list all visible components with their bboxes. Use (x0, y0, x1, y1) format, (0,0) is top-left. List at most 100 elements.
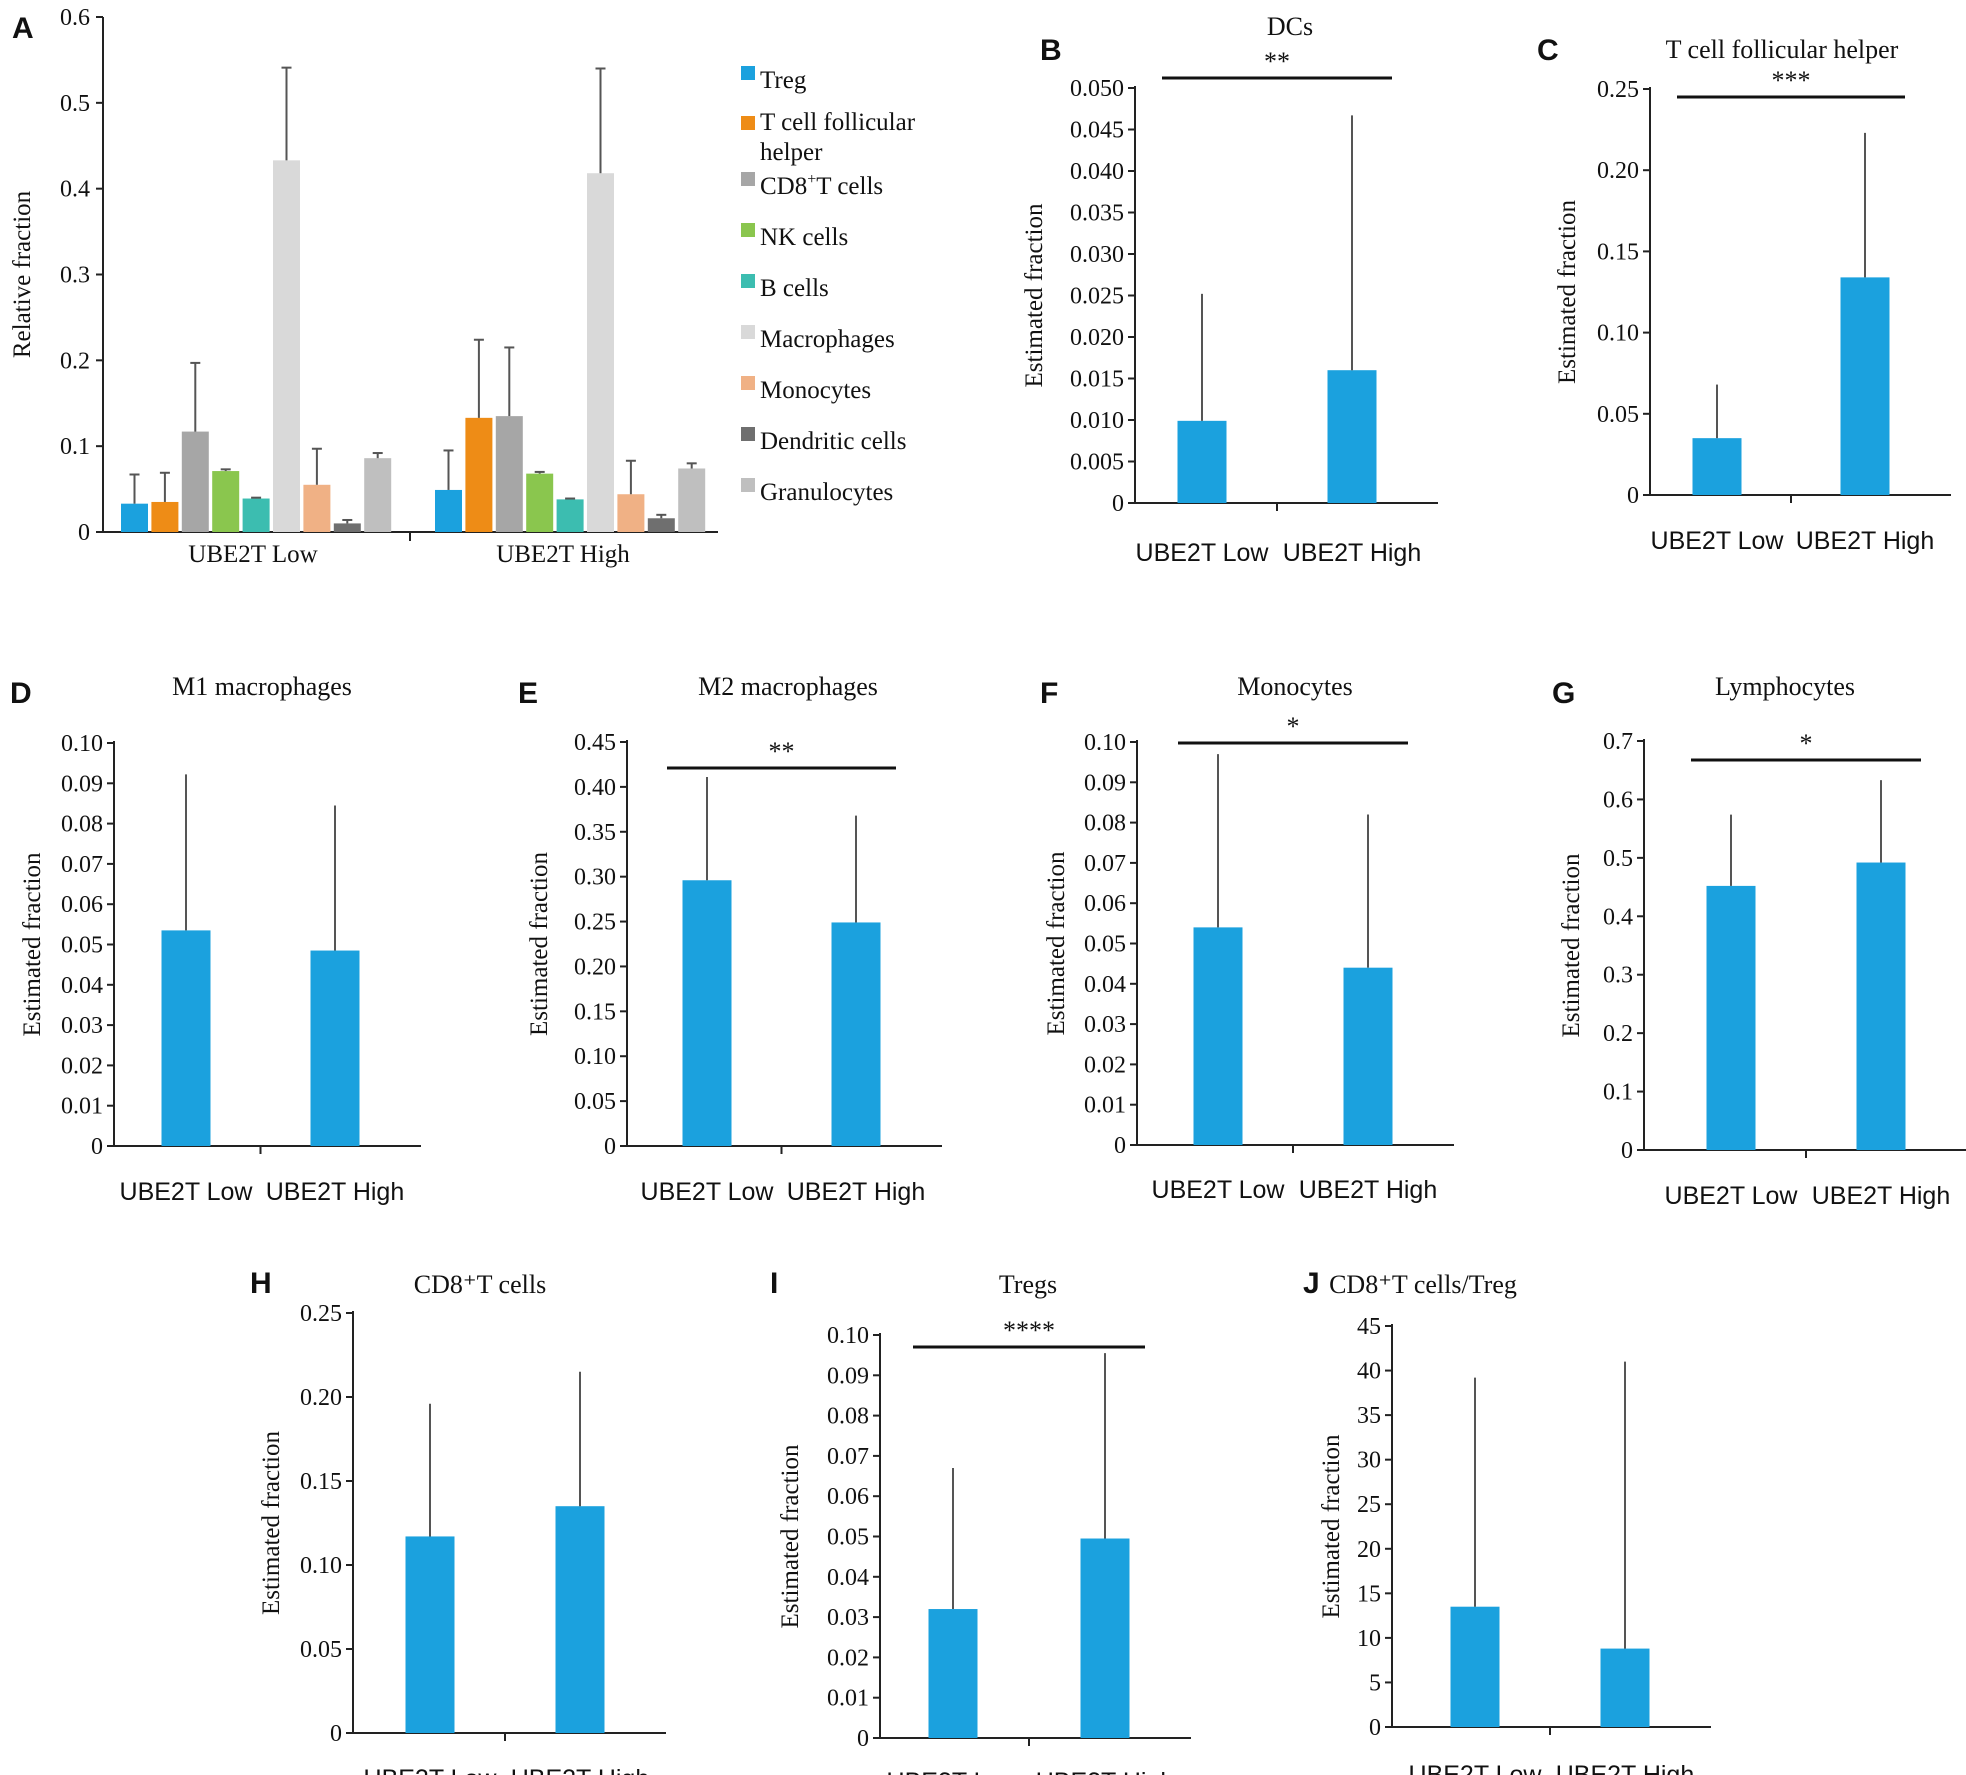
category-label: UBE2T Low (1409, 1761, 1543, 1775)
y-tick-label: 0.04 (61, 973, 103, 999)
y-tick-label: 25 (1357, 1492, 1381, 1518)
y-axis-label: Estimated fraction (1558, 853, 1585, 1037)
y-tick-label: 0.10 (300, 1553, 342, 1579)
legend-label: helper (760, 139, 823, 166)
bar-nk-cells (212, 471, 240, 532)
panel-letter: G (1552, 677, 1575, 710)
y-tick-label: 0.05 (300, 1637, 342, 1663)
y-tick-label: 0.2 (60, 348, 90, 374)
y-tick-label: 0.6 (1603, 787, 1633, 813)
y-tick-label: 0.20 (300, 1385, 342, 1411)
bar-ube2t-high (555, 1506, 605, 1733)
panel-C: C T cell follicular helper Estimated fract… (1537, 34, 1951, 555)
y-axis-label: Estimated fraction (1043, 851, 1070, 1035)
y-tick-label: 5 (1369, 1670, 1381, 1696)
y-tick-label: 0.1 (60, 434, 90, 460)
y-axis-label: Estimated fraction (1318, 1434, 1345, 1618)
y-tick-label: 0.07 (61, 852, 103, 878)
panel-I: I Tregs Estimated fraction 0 0.01 0.02 0.03 0.0… (770, 1267, 1191, 1775)
y-tick-label: 0.09 (1084, 770, 1126, 796)
y-tick-label: 0.050 (1070, 76, 1124, 102)
y-tick-label: 0.4 (60, 177, 90, 203)
y-tick-label: 0.08 (1084, 811, 1126, 837)
panel-letter: C (1537, 34, 1559, 67)
y-tick-label: 0.02 (1084, 1052, 1126, 1078)
y-tick-label: 0.40 (574, 775, 616, 801)
legend-swatch (741, 478, 755, 492)
y-tick-label: 0.045 (1070, 118, 1124, 144)
y-tick-label: 0.06 (1084, 891, 1126, 917)
category-label: UBE2T Low (887, 1768, 1021, 1775)
y-tick-label: 0.04 (1084, 972, 1126, 998)
legend-label: NK cells (760, 224, 848, 251)
legend-label-superscript: + (807, 171, 816, 188)
panel-title: CD8⁺T cells/Treg (1329, 1270, 1517, 1299)
legend-label: Dendritic cells (760, 428, 906, 455)
legend-label-part: CD8 (760, 173, 807, 200)
bar-dendritic-cells (647, 518, 675, 532)
category-label: UBE2T Low (1665, 1182, 1799, 1210)
y-tick-label: 0.10 (61, 731, 103, 757)
y-axis-label: Estimated fraction (1021, 203, 1048, 387)
category-label: UBE2T High (1036, 1768, 1175, 1775)
category-label: UBE2T Low (188, 541, 317, 568)
y-tick-label: 0 (91, 1134, 103, 1160)
y-tick-label: 0.05 (1597, 402, 1639, 428)
y-tick-label: 0.01 (827, 1686, 869, 1712)
panel-letter: A (12, 12, 34, 45)
y-tick-label: 0.05 (1084, 932, 1126, 958)
legend-swatch (741, 172, 755, 186)
y-tick-label: 0.030 (1070, 242, 1124, 268)
legend-label: B cells (760, 275, 829, 302)
panel-title: Lymphocytes (1715, 672, 1855, 701)
legend-swatch (741, 274, 755, 288)
y-tick-label: 0.08 (827, 1404, 869, 1430)
bar-monocytes (303, 484, 331, 532)
panel-title: Monocytes (1237, 672, 1353, 701)
legend-label: Granulocytes (760, 479, 893, 506)
y-tick-label: 0.30 (574, 865, 616, 891)
y-tick-label: 0.07 (827, 1444, 869, 1470)
y-tick-label: 0.015 (1070, 367, 1124, 393)
y-tick-label: 0.10 (1597, 321, 1639, 347)
legend-label: Treg (760, 67, 807, 94)
panel-letter: D (10, 677, 32, 710)
bar-ube2t-low (405, 1536, 455, 1733)
legend-swatch (741, 116, 755, 130)
legend-label-part: T cells (816, 173, 883, 200)
y-tick-label: 0.06 (827, 1484, 869, 1510)
y-tick-label: 45 (1357, 1314, 1381, 1340)
y-tick-label: 0.06 (61, 892, 103, 918)
y-tick-label: 0.03 (61, 1013, 103, 1039)
y-tick-label: 0.35 (574, 820, 616, 846)
panel-title: Tregs (999, 1270, 1057, 1299)
y-tick-label: 0.15 (574, 999, 616, 1025)
y-tick-label: 0.01 (61, 1094, 103, 1120)
y-tick-label: 30 (1357, 1448, 1381, 1474)
bar-ube2t-high (1840, 277, 1890, 495)
bar-ube2t-low (928, 1609, 978, 1738)
bar-b-cells (242, 498, 270, 532)
y-tick-label: 0.6 (60, 5, 90, 31)
legend: Treg T cell follicular helper CD8+T cells NK… (741, 66, 916, 506)
y-tick-label: 0.05 (574, 1089, 616, 1115)
y-tick-label: 0.20 (1597, 158, 1639, 184)
y-tick-label: 0.2 (1603, 1021, 1633, 1047)
y-tick-label: 0.25 (1597, 77, 1639, 103)
significance-marker: ** (1264, 47, 1290, 76)
panel-title: DCs (1267, 12, 1313, 41)
category-label: UBE2T High (511, 1765, 650, 1775)
y-tick-label: 0.03 (827, 1605, 869, 1631)
y-tick-label: 0 (857, 1726, 869, 1752)
y-tick-label: 0.08 (61, 812, 103, 838)
panel-letter: F (1040, 677, 1058, 710)
y-tick-label: 40 (1357, 1359, 1381, 1385)
bar-ube2t-low (161, 930, 211, 1146)
y-tick-label: 0 (330, 1721, 342, 1747)
panel-letter: B (1040, 34, 1062, 67)
y-axis-label: Estimated fraction (1554, 200, 1581, 384)
category-label: UBE2T Low (1651, 527, 1785, 555)
legend-label: CD8+T cells (760, 171, 883, 200)
y-tick-label: 0.020 (1070, 325, 1124, 351)
